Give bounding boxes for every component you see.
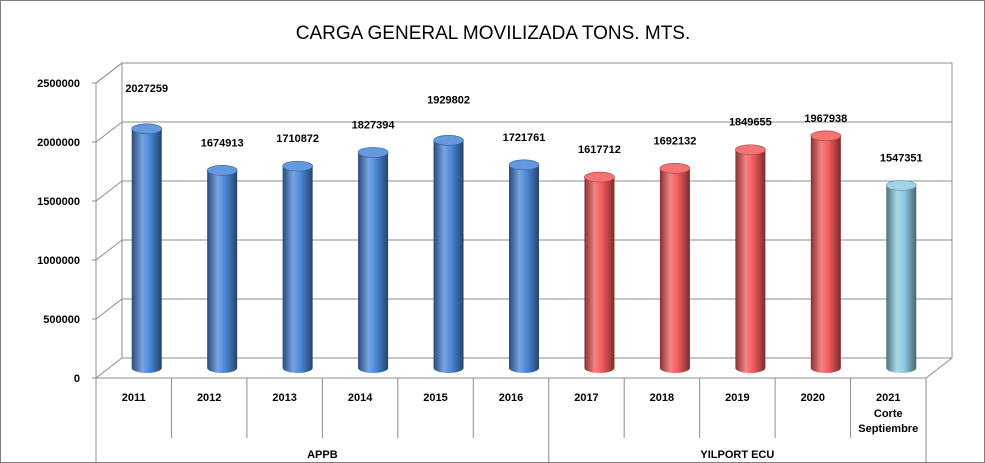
- x-tick-sublabel: Septiembre: [858, 423, 918, 435]
- x-tick-label: 2015: [423, 392, 447, 404]
- bar-cap: [206, 165, 238, 176]
- data-label: 1547351: [880, 152, 923, 164]
- bar-body: [659, 168, 690, 373]
- y-tick-label: 500000: [43, 314, 80, 326]
- bar-2017: [584, 171, 615, 373]
- data-label: 1617712: [578, 144, 621, 156]
- bar-cap: [433, 134, 464, 146]
- data-label: 1710872: [276, 133, 319, 145]
- data-labels: 2027259 1674913 1710872 1827394 1929802 17217…: [125, 83, 922, 165]
- bar-body: [886, 185, 917, 373]
- bars: [131, 123, 917, 373]
- x-tick-label: 2019: [725, 392, 749, 404]
- y-tick-label: 1000000: [37, 255, 80, 267]
- data-label: 2027259: [125, 83, 168, 95]
- y-tick-label: 2500000: [37, 78, 80, 90]
- bar-cap: [508, 159, 540, 171]
- bar-cap: [735, 144, 766, 156]
- bar-cap: [584, 171, 615, 183]
- bar-body: [735, 149, 766, 373]
- bar-body: [358, 152, 389, 373]
- bar-body: [433, 140, 464, 373]
- data-label: 1827394: [352, 119, 396, 131]
- bar-cap: [131, 123, 163, 135]
- x-tick-label: 2012: [197, 392, 221, 404]
- bar-cap: [810, 130, 842, 142]
- group-label: APPB: [307, 449, 338, 461]
- x-axis: 2011 2012 2013 2014 2015 2016 2017 2018 2019 2020…: [95, 378, 927, 462]
- x-tick-sublabel: Corte: [874, 408, 903, 420]
- y-tick-label: 0: [74, 373, 80, 385]
- bar-2015: [433, 134, 464, 373]
- bar-body: [509, 164, 539, 373]
- bar-cap: [357, 147, 389, 158]
- data-label: 1721761: [503, 132, 546, 144]
- x-tick-label: 2017: [574, 392, 598, 404]
- bar-2014: [357, 147, 389, 373]
- x-tick-label: 2018: [650, 392, 674, 404]
- data-label: 1929802: [427, 94, 470, 106]
- bar-2016: [508, 159, 540, 373]
- data-label: 1692132: [653, 135, 696, 147]
- gridline: [95, 62, 952, 84]
- x-tick-label: 2016: [499, 392, 523, 404]
- bar-2021: [885, 180, 917, 373]
- x-tick-label: 2011: [122, 392, 146, 404]
- group-label: YILPORT ECU: [700, 449, 774, 461]
- bar-body: [282, 166, 313, 373]
- x-tick-label: 2014: [348, 392, 373, 404]
- chart-title: CARGA GENERAL MOVILIZADA TONS. MTS.: [296, 23, 691, 44]
- data-label: 1674913: [201, 137, 244, 149]
- bar-2011: [131, 123, 163, 373]
- bar-2012: [206, 165, 238, 373]
- x-tick-label: 2021: [876, 392, 900, 404]
- bar-body: [584, 177, 615, 373]
- bar-cap: [885, 180, 917, 191]
- x-tick-label: 2020: [801, 392, 825, 404]
- data-label: 1849655: [729, 117, 772, 129]
- y-tick-label: 2000000: [37, 137, 80, 149]
- gridline: [95, 121, 952, 143]
- y-tick-label: 1500000: [37, 196, 80, 208]
- bar-body: [131, 128, 162, 373]
- bar-2019: [735, 144, 766, 373]
- bar-cap: [282, 160, 313, 172]
- bar-2013: [282, 160, 313, 373]
- bar-body: [207, 170, 238, 373]
- bar-2018: [659, 163, 691, 373]
- side-wall: [95, 62, 123, 378]
- bar-body: [810, 135, 841, 373]
- bar-2020: [810, 130, 842, 373]
- data-label: 1967938: [804, 113, 847, 125]
- bar-cap: [659, 163, 691, 174]
- x-tick-label: 2013: [272, 392, 296, 404]
